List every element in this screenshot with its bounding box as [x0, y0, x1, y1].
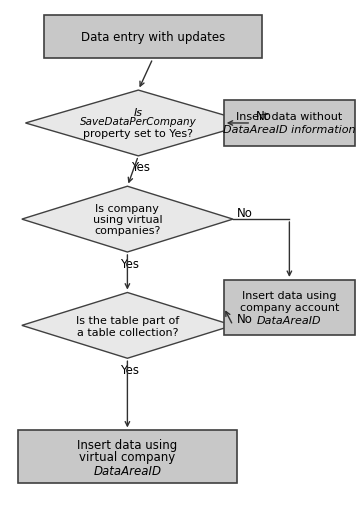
- Text: Yes: Yes: [120, 363, 139, 376]
- Text: No: No: [237, 312, 253, 325]
- Text: Data entry with updates: Data entry with updates: [81, 31, 225, 44]
- Text: Is: Is: [134, 108, 143, 118]
- Text: SaveDataPerCompany: SaveDataPerCompany: [80, 117, 197, 127]
- Text: virtual company: virtual company: [79, 450, 175, 464]
- Text: Yes: Yes: [120, 257, 139, 270]
- Bar: [18, 430, 237, 484]
- Text: DataAreaID: DataAreaID: [94, 464, 161, 477]
- Text: Yes: Yes: [131, 161, 150, 174]
- Text: company account: company account: [240, 302, 339, 312]
- Text: Insert data without: Insert data without: [236, 112, 343, 122]
- Text: Is the table part of: Is the table part of: [76, 316, 179, 326]
- Polygon shape: [25, 91, 251, 157]
- Text: Insert data using: Insert data using: [242, 290, 337, 300]
- Text: a table collection?: a table collection?: [77, 327, 178, 337]
- Text: DataAreaID: DataAreaID: [257, 315, 322, 325]
- Text: No: No: [237, 206, 253, 219]
- Text: No: No: [256, 110, 272, 123]
- Bar: [44, 16, 262, 59]
- Bar: [224, 280, 355, 336]
- Text: companies?: companies?: [94, 225, 161, 235]
- Text: Insert data using: Insert data using: [77, 438, 178, 451]
- Text: Is company: Is company: [95, 204, 159, 214]
- Polygon shape: [22, 293, 233, 359]
- Polygon shape: [22, 187, 233, 252]
- Text: DataAreaID information: DataAreaID information: [223, 125, 356, 135]
- Text: using virtual: using virtual: [92, 214, 162, 224]
- Bar: [224, 101, 355, 146]
- Text: property set to Yes?: property set to Yes?: [83, 129, 193, 139]
